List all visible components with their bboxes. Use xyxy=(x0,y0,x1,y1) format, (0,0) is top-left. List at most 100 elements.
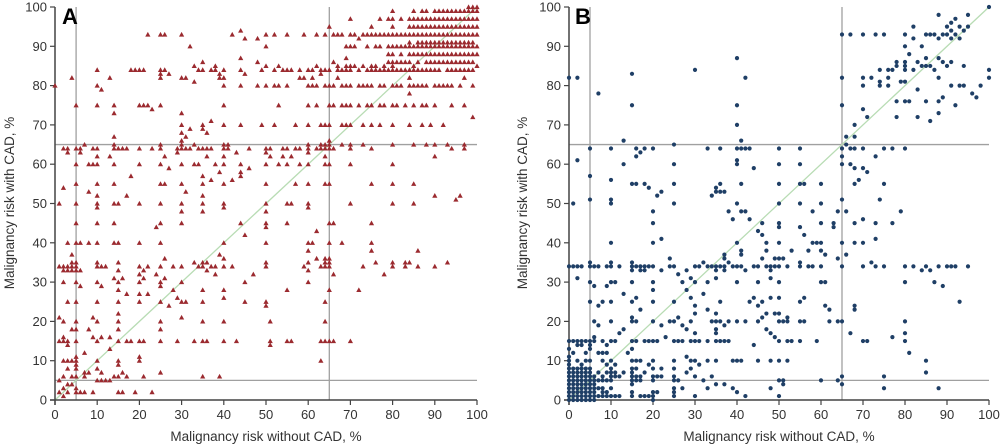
data-point xyxy=(81,389,88,395)
x-tick-label-50: 50 xyxy=(259,407,273,422)
data-point xyxy=(238,220,244,226)
data-point xyxy=(894,63,899,69)
data-point xyxy=(238,83,244,88)
data-point xyxy=(432,24,438,29)
data-point xyxy=(229,177,235,182)
data-point xyxy=(157,263,164,269)
data-point xyxy=(579,362,584,367)
data-point xyxy=(141,373,147,379)
data-point xyxy=(427,24,434,29)
data-point xyxy=(288,338,294,344)
data-point xyxy=(115,310,121,316)
data-point xyxy=(326,240,332,245)
data-point xyxy=(764,240,769,245)
data-point xyxy=(179,75,185,80)
data-point xyxy=(650,393,656,399)
data-point xyxy=(592,338,597,344)
data-point xyxy=(204,338,210,344)
data-point xyxy=(739,358,744,363)
data-point xyxy=(318,122,324,127)
data-point xyxy=(276,83,282,88)
data-point xyxy=(596,350,601,355)
data-point xyxy=(162,31,168,37)
data-point xyxy=(692,67,698,72)
data-point xyxy=(592,378,597,383)
data-point xyxy=(90,314,96,320)
data-point xyxy=(157,31,164,37)
data-point xyxy=(263,200,269,206)
data-point xyxy=(390,181,396,186)
data-point xyxy=(107,334,113,340)
y-tick-label-70: 70 xyxy=(33,117,47,132)
data-point xyxy=(650,287,656,293)
data-point xyxy=(802,232,807,238)
data-point xyxy=(894,99,899,104)
data-point xyxy=(136,279,142,285)
data-point xyxy=(415,83,421,88)
data-point xyxy=(806,248,811,253)
data-point xyxy=(390,263,396,269)
data-point xyxy=(722,256,727,261)
data-point xyxy=(596,264,601,269)
data-point xyxy=(368,122,375,127)
data-point xyxy=(827,319,832,324)
data-point xyxy=(461,51,467,57)
data-point xyxy=(776,201,782,206)
data-point xyxy=(65,358,71,363)
data-point xyxy=(60,334,67,340)
data-point xyxy=(650,221,656,226)
data-point xyxy=(650,319,656,324)
data-point xyxy=(94,279,100,285)
data-point xyxy=(566,346,572,352)
data-point xyxy=(919,63,924,69)
data-point xyxy=(608,366,614,371)
data-point xyxy=(322,83,328,88)
data-point xyxy=(221,295,227,300)
data-point xyxy=(81,141,88,147)
data-point xyxy=(865,114,870,120)
data-point xyxy=(860,338,866,344)
data-point xyxy=(107,75,113,80)
data-point xyxy=(94,365,100,371)
data-point xyxy=(461,24,467,29)
data-point xyxy=(267,318,273,324)
data-point xyxy=(667,319,672,324)
data-point xyxy=(629,260,635,265)
data-point xyxy=(73,263,79,269)
data-point xyxy=(107,153,113,159)
data-point xyxy=(65,365,71,371)
data-point xyxy=(810,240,815,245)
data-point xyxy=(444,39,451,45)
data-point xyxy=(600,386,605,391)
data-point xyxy=(617,374,622,379)
data-point xyxy=(776,256,782,261)
data-point xyxy=(411,16,417,21)
data-point xyxy=(343,122,349,127)
data-point xyxy=(73,267,79,273)
data-point xyxy=(818,181,824,186)
data-point xyxy=(449,8,455,14)
data-point xyxy=(743,209,748,214)
data-point xyxy=(73,161,79,167)
data-point xyxy=(111,181,117,186)
data-point xyxy=(73,338,79,344)
x-tick-label-10: 10 xyxy=(604,407,618,422)
data-point xyxy=(111,110,117,116)
data-point xyxy=(65,389,71,395)
data-point xyxy=(195,145,202,151)
data-point xyxy=(457,59,463,65)
data-point xyxy=(818,280,824,285)
data-point xyxy=(579,390,584,395)
data-point xyxy=(94,358,100,363)
data-point xyxy=(604,390,609,395)
data-point xyxy=(73,326,79,332)
data-point xyxy=(221,153,227,159)
data-point xyxy=(919,268,924,273)
data-point xyxy=(423,8,429,14)
data-point xyxy=(764,311,769,316)
data-point xyxy=(613,338,618,344)
data-point xyxy=(69,326,75,332)
data-point xyxy=(566,378,572,383)
data-point xyxy=(692,264,698,269)
data-point xyxy=(216,251,223,257)
